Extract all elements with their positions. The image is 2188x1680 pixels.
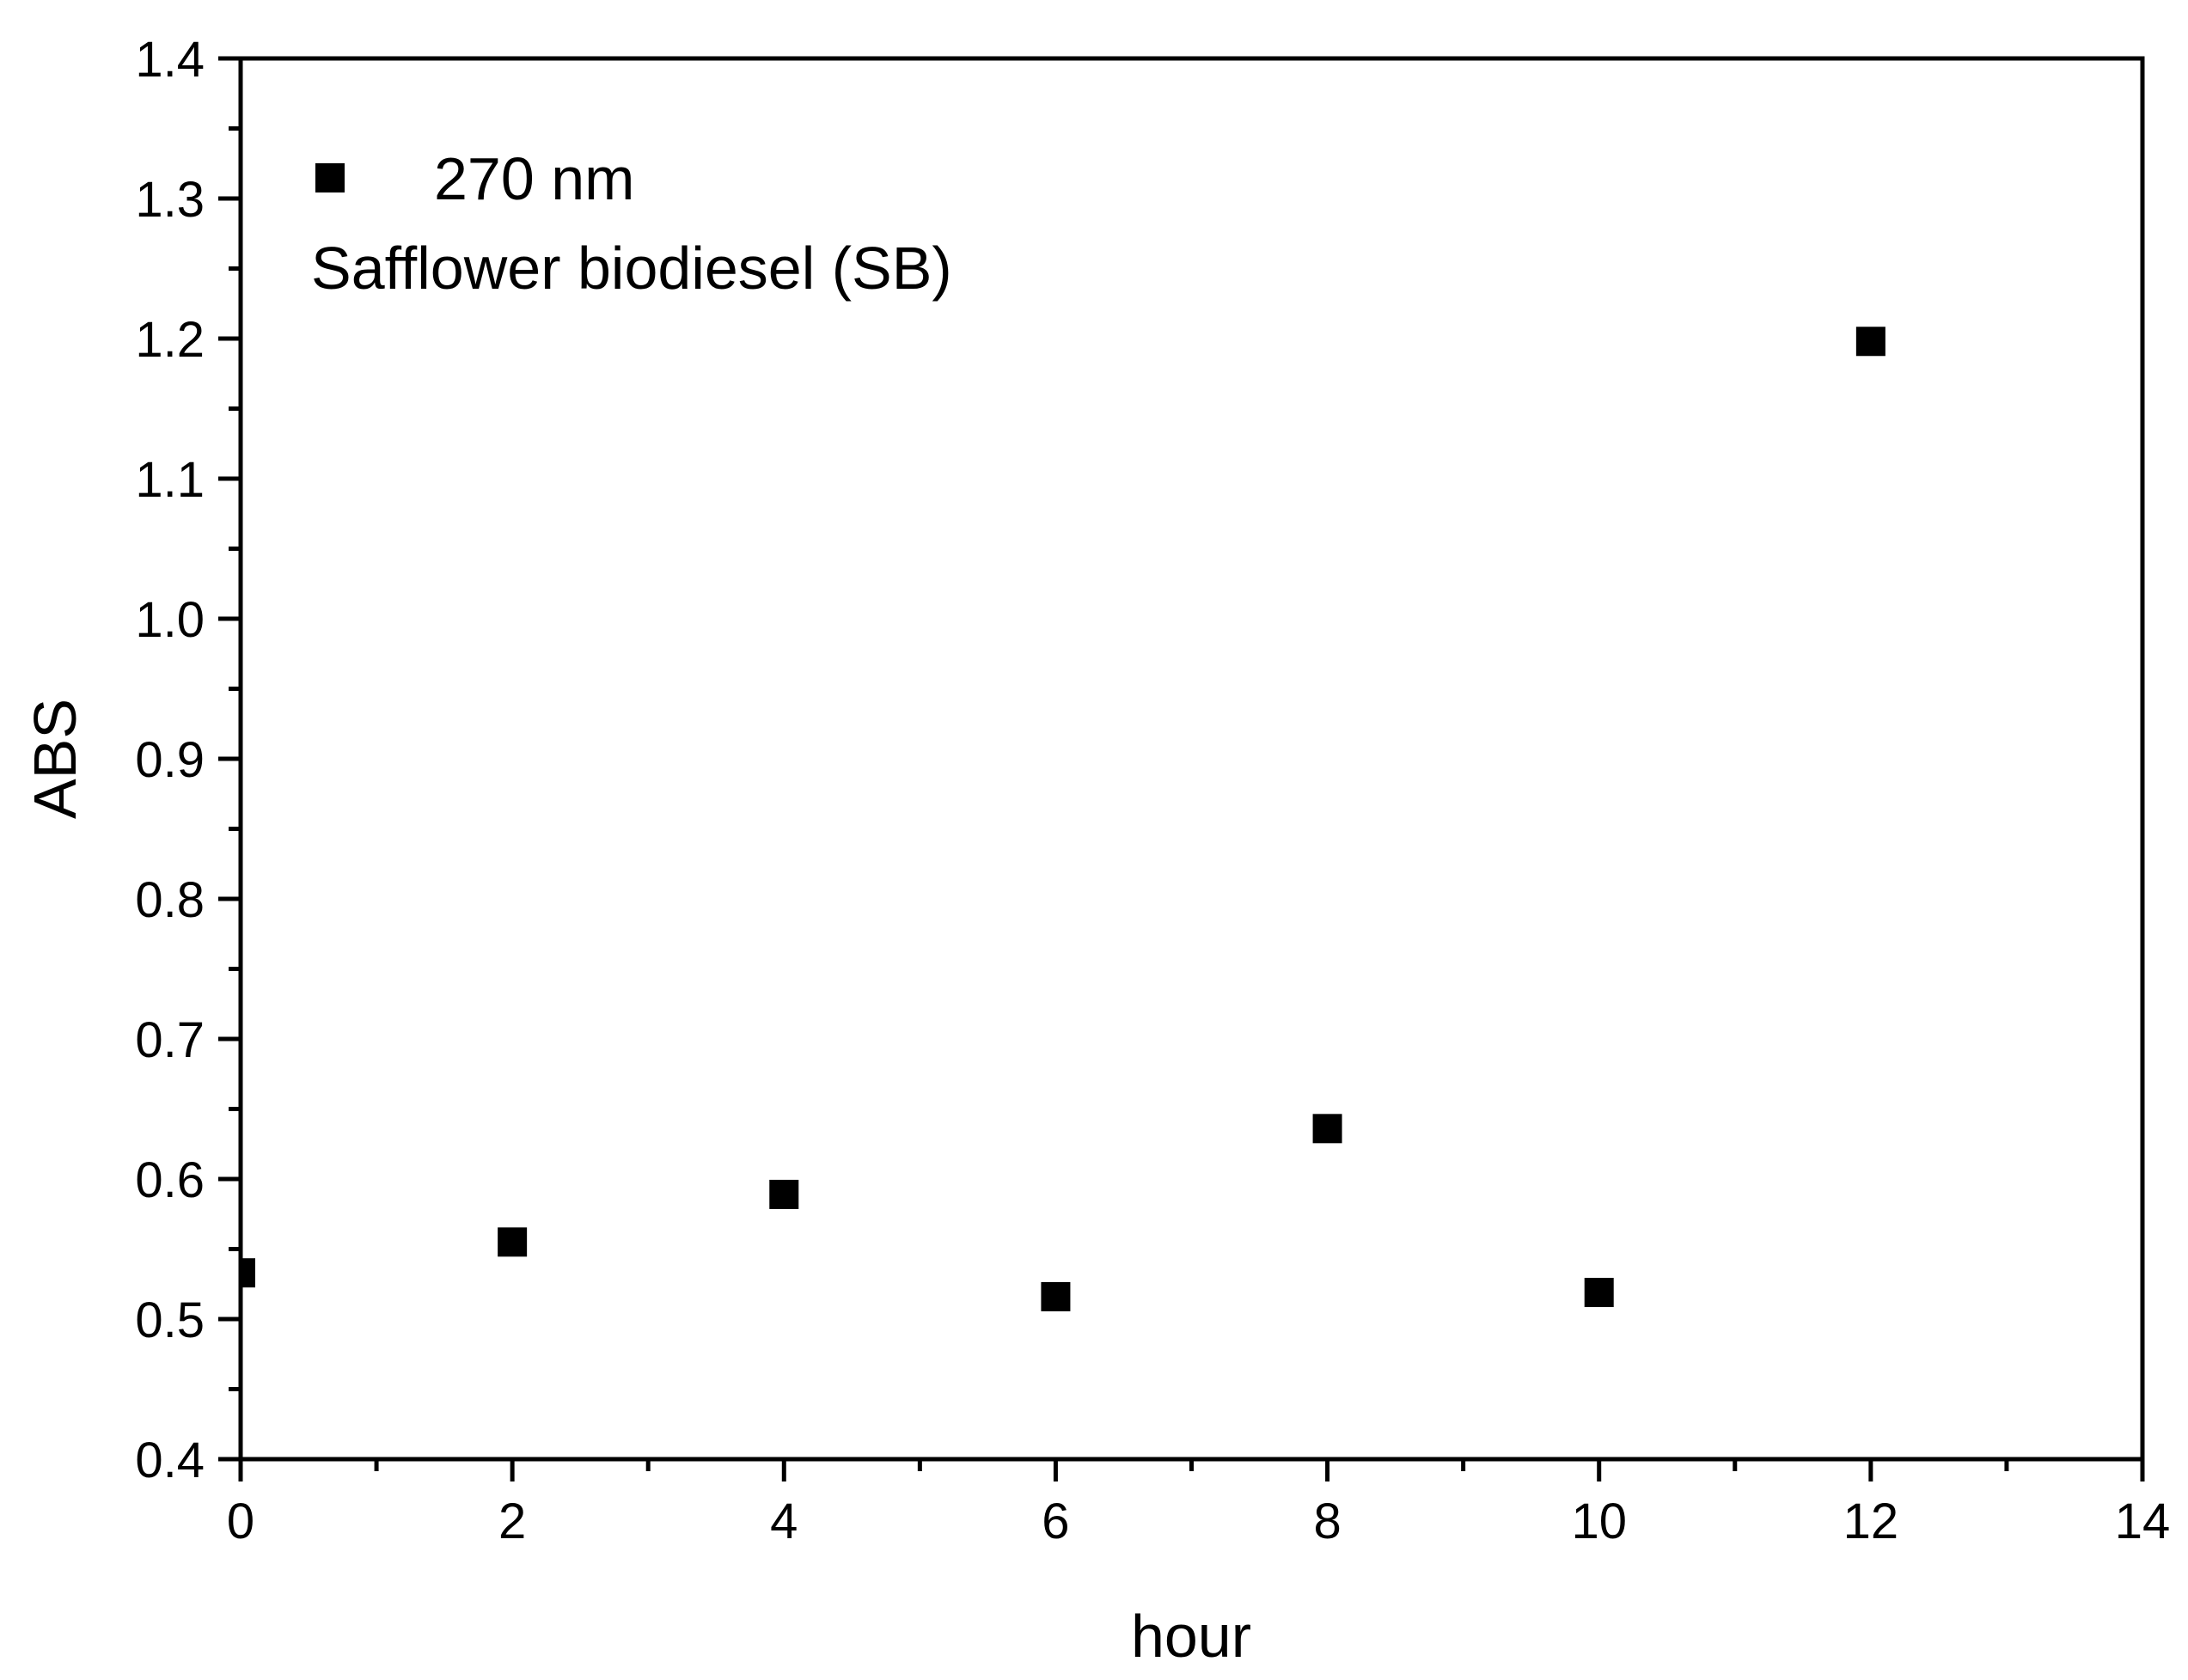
x-tick-label: 4 xyxy=(770,1494,798,1549)
y-tick-label: 0.7 xyxy=(135,1012,205,1068)
data-point xyxy=(769,1179,799,1209)
x-tick-label: 8 xyxy=(1313,1494,1341,1549)
x-tick-label: 0 xyxy=(227,1494,254,1549)
y-axis-ticks: 0.4 0.5 0.6 0.7 0.8 0.9 1.0 1.1 1.2 1.3 1.4 xyxy=(135,32,241,1488)
data-point xyxy=(1855,327,1885,357)
y-tick-label: 0.9 xyxy=(135,732,205,788)
y-tick-label: 0.4 xyxy=(135,1433,205,1488)
y-tick-label: 0.6 xyxy=(135,1152,205,1208)
legend-square-marker xyxy=(315,163,345,192)
x-tick-label: 12 xyxy=(1843,1494,1899,1549)
x-axis-ticks: 0 2 4 6 8 10 12 14 xyxy=(227,1459,2170,1549)
y-tick-label: 1.0 xyxy=(135,592,205,648)
y-tick-label: 0.5 xyxy=(135,1292,205,1348)
data-point xyxy=(498,1227,528,1257)
y-tick-label: 1.2 xyxy=(135,312,205,368)
x-tick-label: 14 xyxy=(2115,1494,2171,1549)
y-axis-title: ABS xyxy=(21,699,89,819)
y-tick-label: 1.4 xyxy=(135,32,205,88)
x-tick-label: 6 xyxy=(1042,1494,1069,1549)
y-tick-label: 0.8 xyxy=(135,872,205,928)
x-tick-label: 2 xyxy=(498,1494,526,1549)
data-point xyxy=(241,1258,255,1288)
x-axis-title: hour xyxy=(1131,1603,1251,1670)
y-tick-label: 1.1 xyxy=(135,452,205,508)
data-points xyxy=(241,327,1885,1311)
data-point xyxy=(1312,1114,1342,1144)
y-tick-label: 1.3 xyxy=(135,172,205,228)
data-point xyxy=(1041,1281,1071,1311)
chart-annotation: Safflower biodiesel (SB) xyxy=(311,235,952,302)
data-point xyxy=(1584,1278,1614,1308)
legend: 270 nm Safflower biodiesel (SB) xyxy=(311,145,952,302)
x-tick-label: 10 xyxy=(1571,1494,1627,1549)
legend-series-label: 270 nm xyxy=(434,145,634,212)
